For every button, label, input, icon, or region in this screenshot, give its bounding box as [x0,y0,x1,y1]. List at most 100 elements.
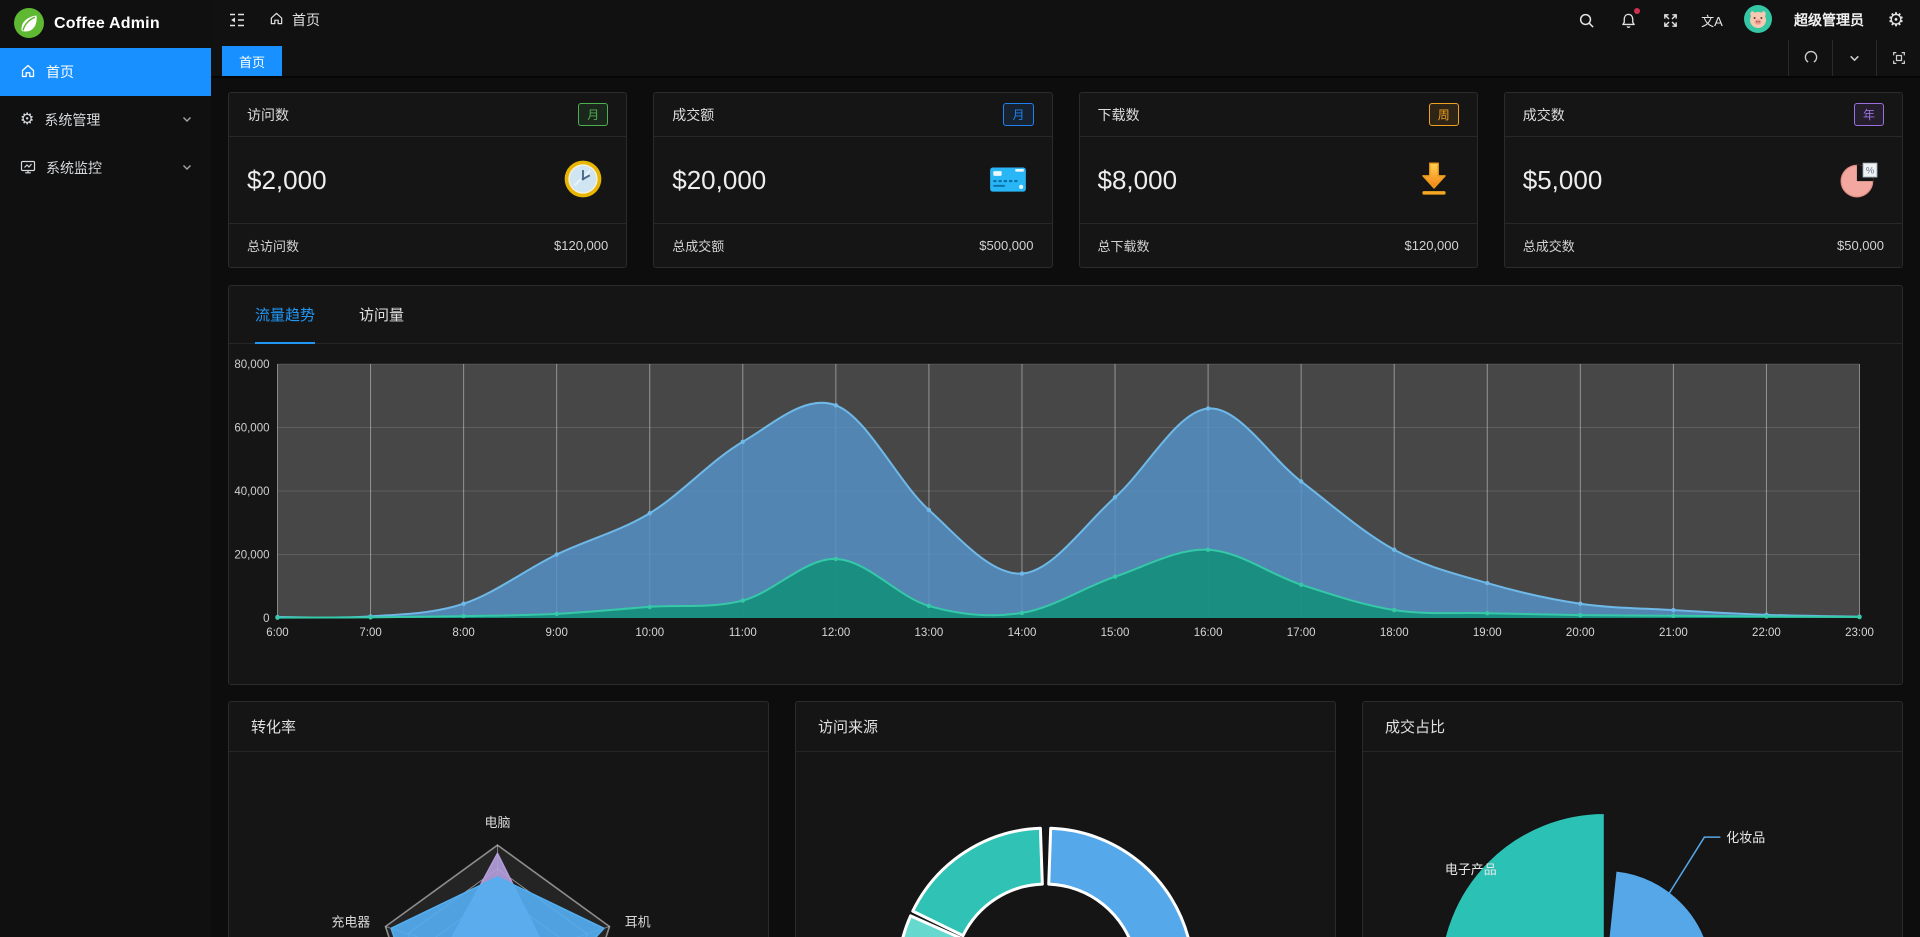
svg-text:80,000: 80,000 [234,359,269,371]
svg-text:6:00: 6:00 [266,627,288,639]
svg-text:0: 0 [263,613,269,625]
menu-fold-icon[interactable] [227,10,247,30]
deal-share-card: 成交占比 化妆品 电子产品 [1362,701,1903,937]
svg-text:15:00: 15:00 [1101,627,1130,639]
svg-text:8:00: 8:00 [452,627,474,639]
username[interactable]: 超级管理员 [1794,12,1864,28]
search-icon[interactable] [1576,10,1596,30]
fullscreen-icon[interactable] [1660,10,1680,30]
home-icon [269,11,284,29]
stat-title: 成交额 [672,106,715,123]
monitor-icon [20,159,36,178]
svg-text:40,000: 40,000 [234,486,269,498]
settings-gear-icon[interactable]: ⚙ [1887,9,1905,31]
stat-footer-label: 总访问数 [247,239,300,254]
svg-text:%: % [1866,165,1875,176]
sidebar-item-label: 系统监控 [46,160,102,176]
card-title: 转化率 [229,702,768,752]
clock-icon [562,158,604,203]
stat-footer-label: 总成交数 [1522,239,1575,254]
stat-card-deals: 成交数 年 $5,000 % 总成交数 [1503,92,1903,268]
svg-text:16:00: 16:00 [1194,627,1223,639]
svg-text:化妆品: 化妆品 [1726,830,1765,845]
avatar[interactable] [1744,4,1772,36]
period-badge: 周 [1428,103,1459,126]
stat-value: $5,000 [1522,164,1603,195]
svg-text:20:00: 20:00 [1566,627,1595,639]
conversion-rate-card: 转化率 电脑耳机 充电器 [228,701,769,937]
creditcard-icon [986,158,1030,203]
stat-card-downloads: 下载数 周 $8,000 [1078,92,1478,268]
sidebar-item-label: 系统管理 [44,112,101,128]
svg-text:9:00: 9:00 [545,627,567,639]
stat-footer-label: 总下载数 [1097,239,1150,254]
refresh-icon[interactable] [1788,40,1832,76]
period-badge: 月 [1003,103,1034,126]
tab-home[interactable]: 首页 [222,46,283,76]
svg-text:11:00: 11:00 [729,627,757,639]
svg-text:电子产品: 电子产品 [1445,862,1497,877]
stat-footer-value: $120,000 [554,238,609,253]
stat-footer-value: $120,000 [1404,238,1459,253]
breadcrumb-label: 首页 [292,12,320,28]
stat-value: $2,000 [247,164,327,195]
tab-traffic-trend[interactable]: 流量趋势 [255,286,316,344]
main-content: 访问数 月 $2,000 [211,78,1920,937]
svg-text:20,000: 20,000 [234,550,269,562]
translate-icon[interactable]: 文A [1701,13,1723,29]
svg-text:18:00: 18:00 [1380,627,1409,639]
stat-card-visits: 访问数 月 $2,000 [228,92,628,268]
stat-card-turnover: 成交额 月 $20,000 [653,92,1053,268]
visit-source-card: 访问来源 [795,701,1336,937]
sidebar-item-home[interactable]: 首页 [0,48,211,96]
svg-text:14:00: 14:00 [1008,627,1037,639]
chevron-down-icon [181,160,193,176]
gear-icon: ⚙ [20,111,35,128]
tab-visit-volume[interactable]: 访问量 [359,307,405,324]
app-logo[interactable]: Coffee Admin [0,0,211,48]
svg-text:12:00: 12:00 [821,627,850,639]
stat-title: 成交数 [1522,106,1565,123]
svg-text:23:00: 23:00 [1845,627,1874,639]
notifications-bell-icon[interactable] [1618,8,1640,30]
svg-text:19:00: 19:00 [1473,627,1502,639]
sidebar-item-label: 首页 [46,64,74,80]
download-icon [1413,158,1455,203]
svg-text:60,000: 60,000 [234,423,269,435]
stat-value: $20,000 [672,164,767,195]
chevron-down-icon[interactable] [1832,40,1876,76]
sidebar: Coffee Admin 首页 ⚙ 系统管理 系统监控 [0,0,211,937]
maximize-icon[interactable] [1876,40,1920,76]
svg-text:电脑: 电脑 [485,815,511,830]
stat-title: 下载数 [1097,106,1140,123]
pie-icon: % [1838,158,1880,203]
stat-title: 访问数 [247,106,289,123]
svg-text:7:00: 7:00 [359,627,381,639]
svg-text:17:00: 17:00 [1287,627,1316,639]
svg-text:13:00: 13:00 [915,627,944,639]
svg-text:充电器: 充电器 [331,915,370,930]
tab-label: 首页 [239,54,266,70]
stat-value: $8,000 [1097,164,1178,195]
stat-footer-label: 总成交额 [672,239,725,254]
traffic-trend-card: 流量趋势 访问量 0 20,000 40,000 60,000 80,000 6:00 7:… [228,285,1903,685]
topbar: 首页 文A [211,0,1920,40]
period-badge: 月 [578,103,609,126]
notification-dot [1634,8,1640,14]
chevron-down-icon [181,112,193,128]
home-icon [20,63,36,82]
svg-text:22:00: 22:00 [1752,627,1781,639]
svg-text:耳机: 耳机 [625,915,651,930]
visit-source-donut-chart [901,826,1190,937]
bottom-cards-row: 转化率 电脑 耳机 充电器 访问来源 成交占比 化妆品 电子产品 [228,701,1903,937]
stat-footer-value: $50,000 [1837,238,1884,253]
breadcrumb[interactable]: 首页 [269,10,320,30]
stat-cards-row: 访问数 月 $2,000 [228,92,1903,268]
sidebar-item-system-monitor[interactable]: 系统监控 [0,144,211,192]
svg-text:21:00: 21:00 [1659,627,1688,639]
sidebar-item-system-management[interactable]: ⚙ 系统管理 [0,96,211,144]
leaf-logo-icon [14,7,44,41]
stat-footer-value: $500,000 [979,238,1034,253]
